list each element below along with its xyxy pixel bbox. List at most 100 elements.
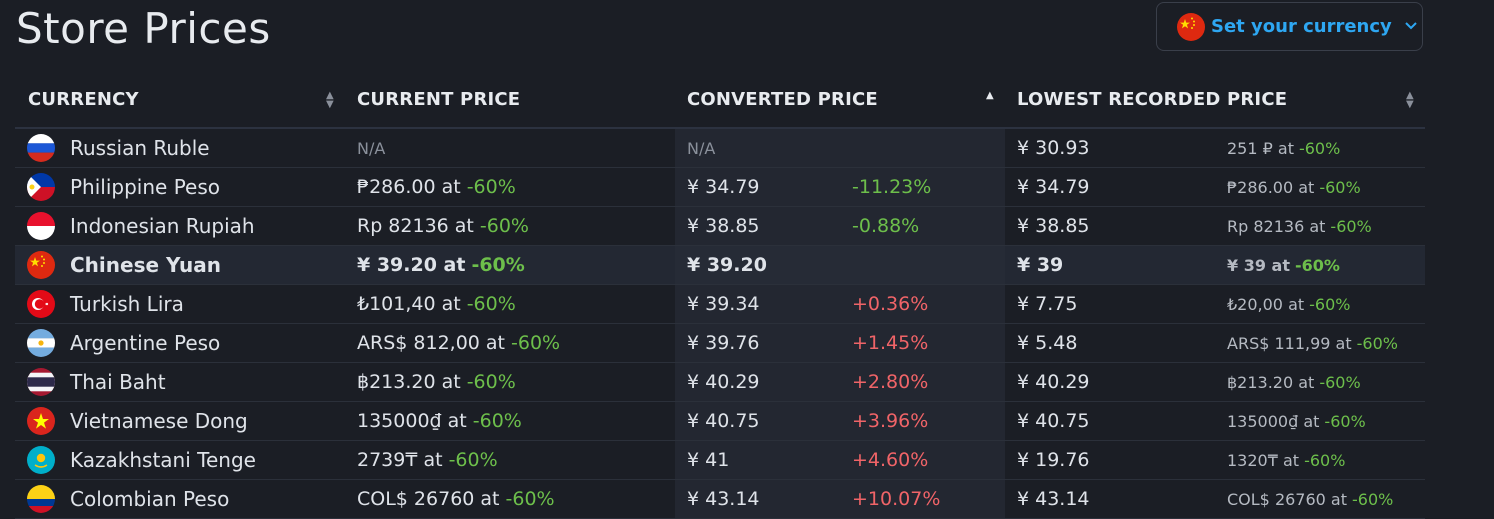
current-price: ¥ 39.20 at — [357, 254, 466, 276]
converted-price-cell: N/A — [687, 129, 715, 167]
lowest-price: ¥ 5.48 — [1017, 332, 1078, 354]
current-discount: -60% — [505, 488, 555, 510]
converted-column-bg — [675, 129, 1005, 167]
lowest-discount: -60% — [1294, 255, 1340, 275]
currency-name: Chinese Yuan — [70, 253, 222, 277]
lowest-price-detail-cell: ₺20,00 at -60% — [1227, 285, 1351, 323]
chevron-down-icon — [1404, 19, 1418, 35]
converted-column-bg — [675, 246, 1005, 284]
thailand-flag-icon — [27, 368, 55, 396]
lowest-price-detail: COL$ 26760 at — [1227, 489, 1348, 509]
converted-column-bg — [675, 285, 1005, 323]
converted-column-bg — [675, 324, 1005, 362]
current-price-cell: 2739₸ at -60% — [357, 441, 498, 479]
currency-cell: Kazakhstani Tenge — [27, 441, 256, 479]
store-prices-table: CURRENCY ▲ ▼ CURRENT PRICE CONVERTED PRIC… — [15, 72, 1425, 519]
lowest-price-detail-cell: 1320₸ at -60% — [1227, 441, 1345, 479]
lowest-price-detail-cell: ¥ 39 at -60% — [1227, 246, 1340, 284]
lowest-price-detail: Rp 82136 at — [1227, 216, 1326, 236]
lowest-discount: -60% — [1324, 411, 1366, 431]
current-discount: -60% — [466, 293, 516, 315]
set-currency-button[interactable]: Set your currency — [1156, 2, 1423, 51]
sort-icon[interactable]: ▲ ▼ — [326, 90, 334, 110]
lowest-price: ¥ 39 — [1017, 254, 1064, 276]
current-price: Rp 82136 at — [357, 215, 474, 237]
vietnam-flag-icon — [27, 407, 55, 435]
converted-price-cell: ¥ 40.29 — [687, 363, 760, 401]
currency-cell: Argentine Peso — [27, 324, 220, 362]
converted-price: ¥ 40.75 — [687, 410, 760, 432]
table-row[interactable]: Colombian Peso COL$ 26760 at -60% ¥ 43.1… — [15, 480, 1425, 519]
current-price-cell: Rp 82136 at -60% — [357, 207, 529, 245]
current-price-cell: ฿213.20 at -60% — [357, 363, 516, 401]
column-header-converted-price[interactable]: CONVERTED PRICE — [687, 89, 878, 110]
price-difference: +3.96% — [852, 410, 929, 432]
lowest-price-detail-cell: COL$ 26760 at -60% — [1227, 480, 1393, 518]
lowest-price-detail-cell: 135000₫ at -60% — [1227, 402, 1366, 440]
current-price: 135000₫ at — [357, 410, 467, 432]
lowest-price-detail-cell: ฿213.20 at -60% — [1227, 363, 1361, 401]
column-header-currency[interactable]: CURRENCY — [28, 89, 139, 110]
current-discount: -60% — [479, 215, 529, 237]
lowest-price-detail: ฿213.20 at — [1227, 372, 1315, 392]
converted-price: ¥ 38.85 — [687, 215, 760, 237]
lowest-price-detail: ₺20,00 at — [1227, 294, 1305, 314]
currency-name: Philippine Peso — [70, 175, 220, 199]
table-row[interactable]: Thai Baht ฿213.20 at -60% ¥ 40.29 +2.80%… — [15, 363, 1425, 402]
price-difference: +1.45% — [852, 332, 929, 354]
currency-name: Indonesian Rupiah — [70, 214, 255, 238]
converted-price: ¥ 39.76 — [687, 332, 760, 354]
lowest-price-detail: ¥ 39 at — [1227, 255, 1290, 275]
lowest-price-detail: 251 ₽ at — [1227, 138, 1294, 158]
current-price: ARS$ 812,00 at — [357, 332, 506, 354]
lowest-price: ¥ 7.75 — [1017, 293, 1078, 315]
lowest-price-detail-cell: ARS$ 111,99 at -60% — [1227, 324, 1398, 362]
column-header-lowest-recorded-price[interactable]: LOWEST RECORDED PRICE — [1017, 89, 1288, 110]
table-row[interactable]: Turkish Lira ₺101,40 at -60% ¥ 39.34 +0.… — [15, 285, 1425, 324]
lowest-discount: -60% — [1304, 450, 1346, 470]
table-row[interactable]: Russian Ruble N/A N/A ¥ 30.93 251 ₽ at -… — [15, 129, 1425, 168]
current-price: 2739₸ at — [357, 449, 443, 471]
lowest-price-detail: 1320₸ at — [1227, 450, 1300, 470]
lowest-discount: -60% — [1319, 177, 1361, 197]
converted-column-bg — [675, 441, 1005, 479]
table-row[interactable]: Kazakhstani Tenge 2739₸ at -60% ¥ 41 +4.… — [15, 441, 1425, 480]
sort-ascending-icon[interactable]: ▲ — [986, 90, 994, 101]
set-currency-label: Set your currency — [1211, 16, 1392, 37]
current-price-cell: ₱286.00 at -60% — [357, 168, 516, 206]
sort-icon[interactable]: ▲ ▼ — [1406, 90, 1414, 110]
china-flag-icon — [27, 251, 55, 279]
price-difference: +2.80% — [852, 371, 929, 393]
converted-price-cell: ¥ 40.75 — [687, 402, 760, 440]
lowest-discount: -60% — [1309, 294, 1351, 314]
converted-price-cell: ¥ 34.79 — [687, 168, 760, 206]
lowest-price-detail: ₱286.00 at — [1227, 177, 1315, 197]
converted-price-cell: ¥ 39.34 — [687, 285, 760, 323]
current-price-cell: ARS$ 812,00 at -60% — [357, 324, 560, 362]
current-discount: -60% — [471, 254, 525, 276]
column-header-current-price[interactable]: CURRENT PRICE — [357, 89, 521, 110]
currency-cell: Indonesian Rupiah — [27, 207, 255, 245]
converted-column-bg — [675, 363, 1005, 401]
converted-price-cell: ¥ 39.20 — [687, 246, 767, 284]
kazakhstan-flag-icon — [27, 446, 55, 474]
current-price-cell: ¥ 39.20 at -60% — [357, 246, 525, 284]
table-row[interactable]: Chinese Yuan ¥ 39.20 at -60% ¥ 39.20 ¥ 3… — [15, 246, 1425, 285]
current-discount: -60% — [511, 332, 561, 354]
lowest-price: ¥ 40.75 — [1017, 410, 1090, 432]
lowest-price: ¥ 34.79 — [1017, 176, 1090, 198]
currency-cell: Turkish Lira — [27, 285, 184, 323]
turkey-flag-icon — [27, 290, 55, 318]
table-row[interactable]: Indonesian Rupiah Rp 82136 at -60% ¥ 38.… — [15, 207, 1425, 246]
table-row[interactable]: Philippine Peso ₱286.00 at -60% ¥ 34.79 … — [15, 168, 1425, 207]
converted-column-bg — [675, 168, 1005, 206]
lowest-price-detail-cell: 251 ₽ at -60% — [1227, 129, 1340, 167]
lowest-price: ¥ 19.76 — [1017, 449, 1090, 471]
price-difference: -0.88% — [852, 215, 920, 237]
argentina-flag-icon — [27, 329, 55, 357]
table-row[interactable]: Argentine Peso ARS$ 812,00 at -60% ¥ 39.… — [15, 324, 1425, 363]
current-discount: -60% — [448, 449, 498, 471]
currency-name: Russian Ruble — [70, 136, 210, 160]
table-row[interactable]: Vietnamese Dong 135000₫ at -60% ¥ 40.75 … — [15, 402, 1425, 441]
current-price-cell: ₺101,40 at -60% — [357, 285, 516, 323]
